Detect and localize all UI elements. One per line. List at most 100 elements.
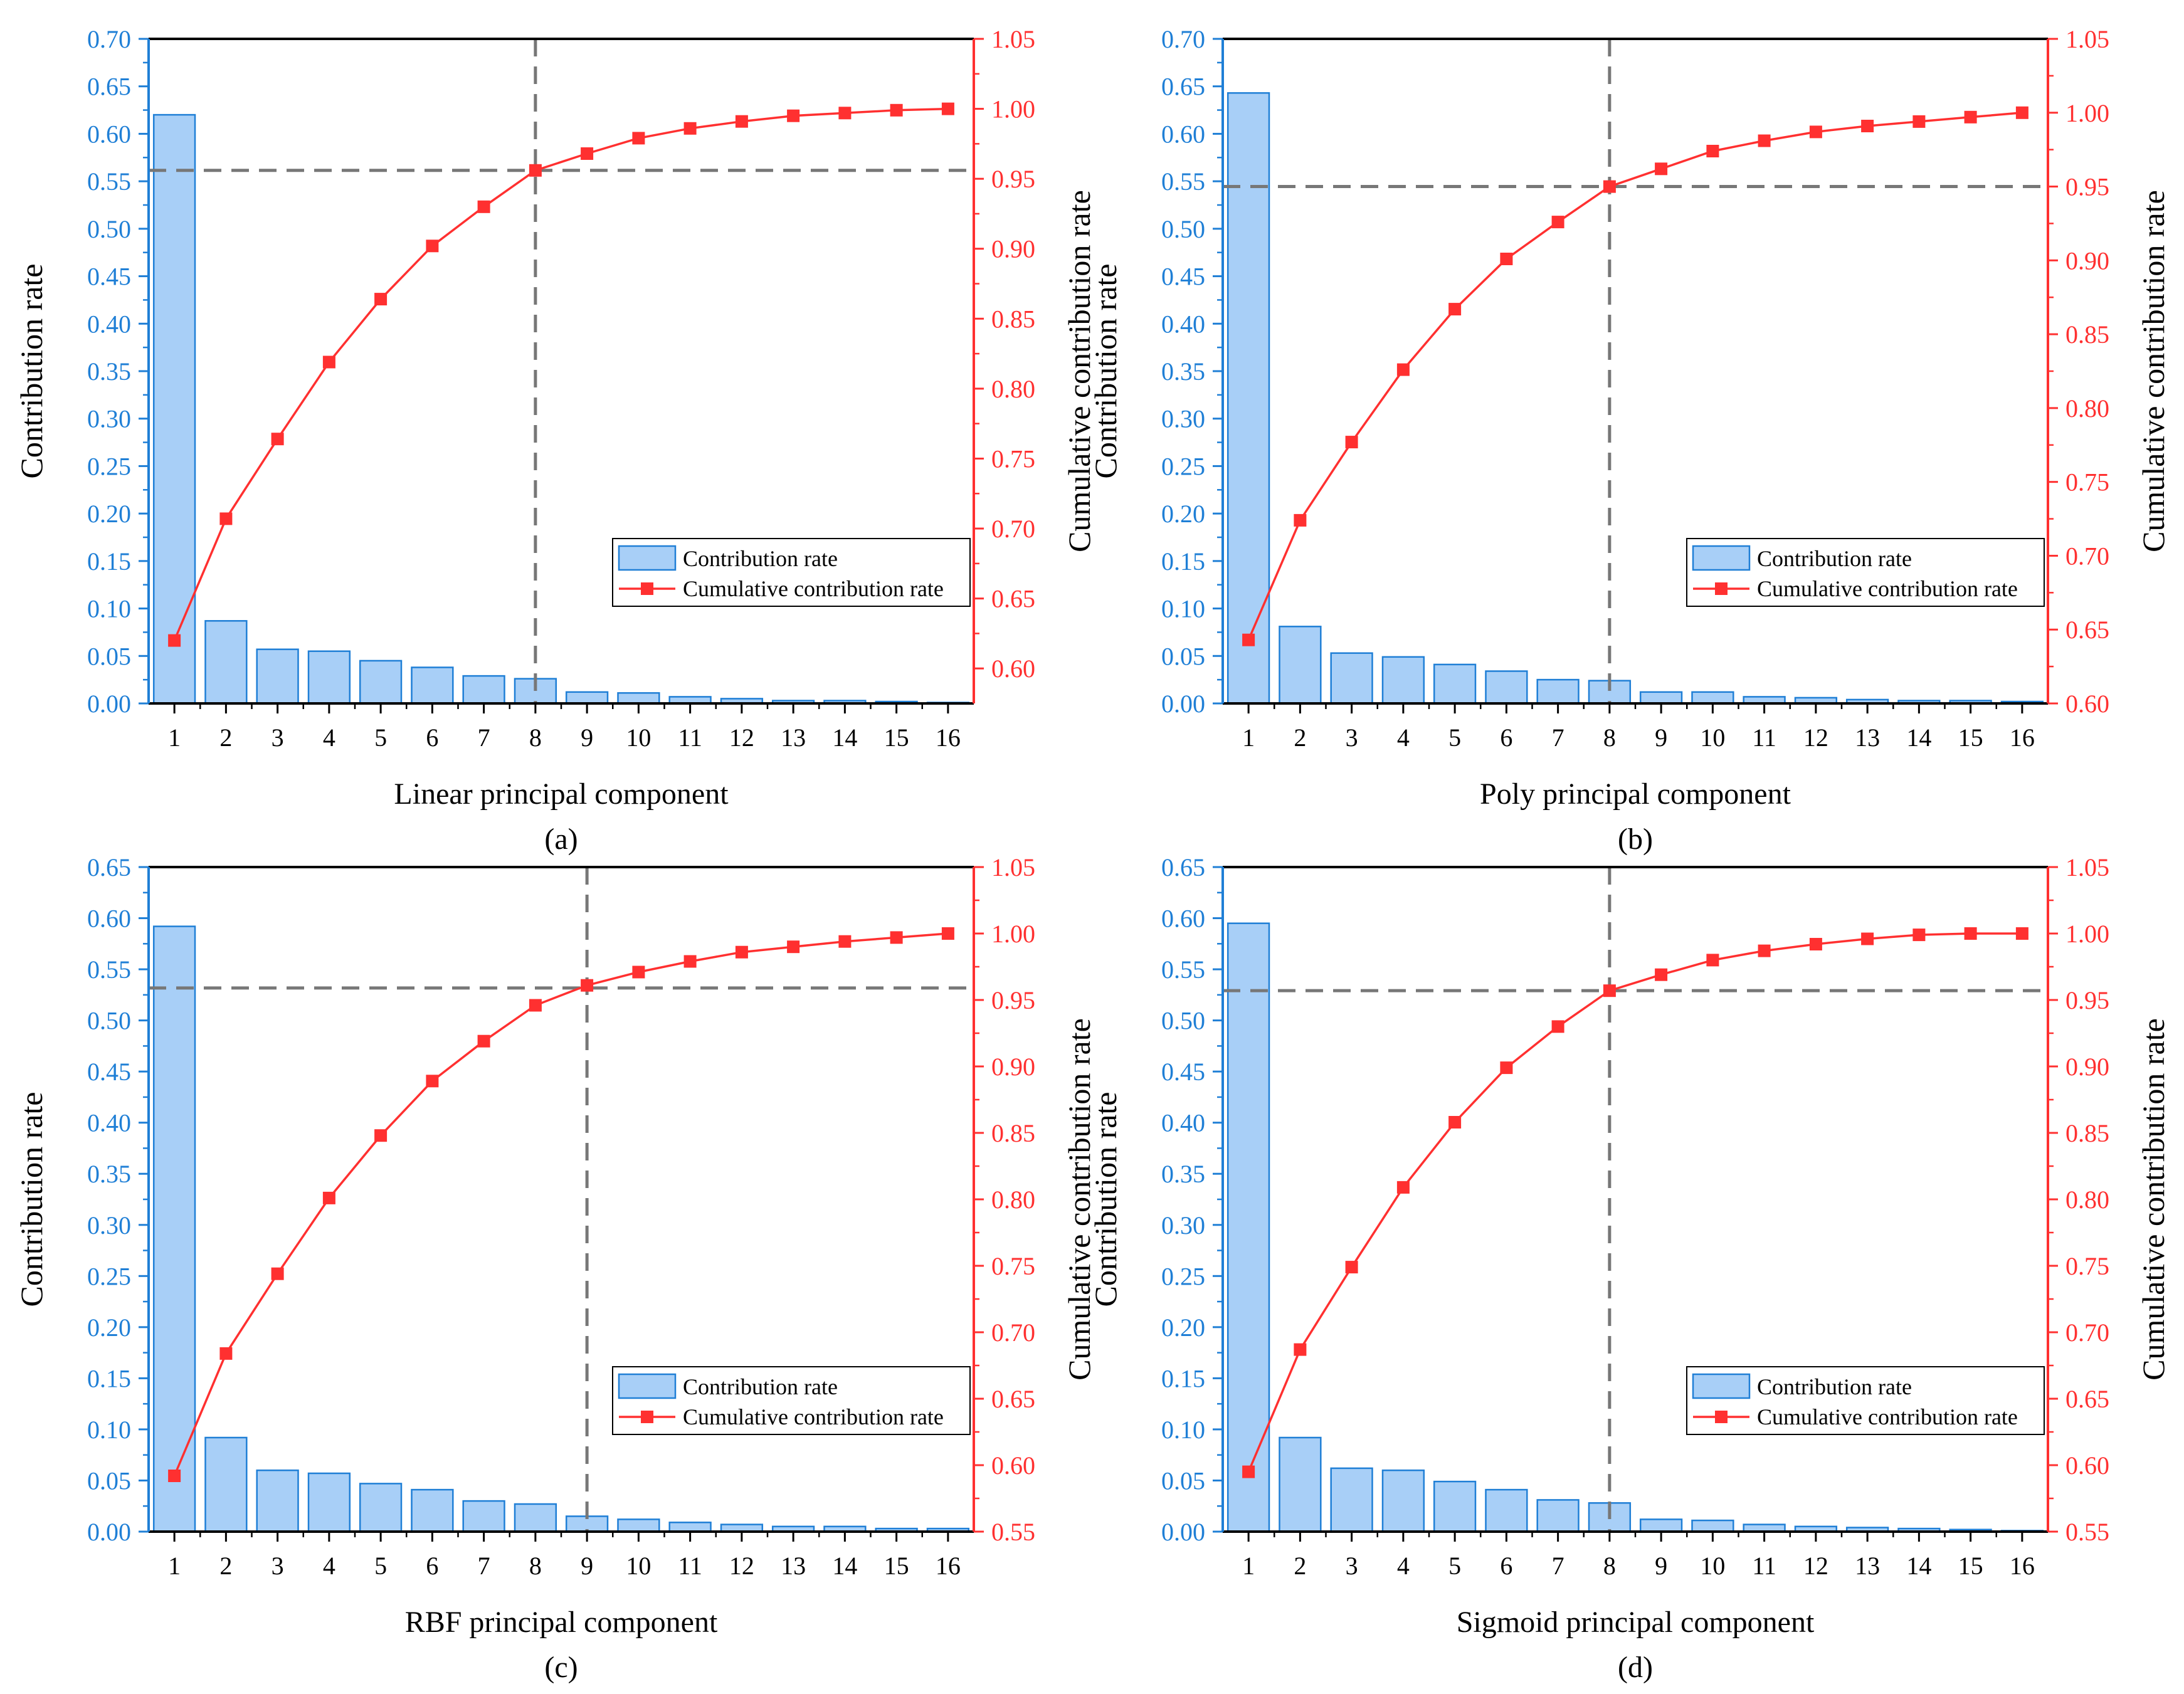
- right-y-tick-label: 0.85: [991, 305, 1035, 333]
- line-marker: [271, 1267, 284, 1280]
- line-marker: [1706, 145, 1719, 157]
- left-y-tick-label: 0.70: [1161, 25, 1205, 53]
- legend-label: Cumulative contribution rate: [1757, 576, 2018, 601]
- legend-label: Contribution rate: [1757, 1374, 1912, 1399]
- left-y-axis-title: Contribution rate: [14, 1092, 49, 1307]
- line-marker: [1242, 1465, 1255, 1478]
- line-marker: [1758, 944, 1771, 957]
- line-marker: [941, 102, 954, 115]
- x-tick-label: 6: [1500, 723, 1512, 752]
- line-marker: [1396, 1181, 1410, 1194]
- cumulative-line: [173, 932, 949, 1476]
- left-y-tick-label: 0.00: [87, 690, 131, 718]
- right-y-tick-label: 0.90: [991, 235, 1035, 263]
- right-y-tick-label: 0.65: [991, 1385, 1035, 1413]
- left-y-tick-label: 0.55: [1161, 167, 1205, 196]
- line-marker: [1861, 120, 1874, 132]
- x-tick-label: 16: [2010, 1552, 2035, 1580]
- line-marker: [735, 115, 748, 128]
- x-tick-label: 2: [219, 723, 232, 752]
- left-y-tick-label: 0.65: [1161, 73, 1205, 101]
- left-y-tick-label: 0.15: [87, 547, 131, 576]
- right-y-tick-label: 1.05: [2065, 25, 2109, 53]
- x-tick-label: 5: [374, 723, 387, 752]
- bar: [411, 1488, 454, 1533]
- right-y-tick-label: 1.00: [991, 920, 1035, 948]
- line-marker: [477, 1034, 490, 1048]
- left-y-tick-label: 0.15: [1161, 1364, 1205, 1392]
- right-y-tick-label: 1.00: [2065, 99, 2109, 127]
- right-y-tick-label: 0.80: [2065, 1186, 2109, 1214]
- left-y-tick-label: 0.00: [87, 1518, 131, 1546]
- x-tick-label: 2: [1294, 1552, 1306, 1580]
- line-marker: [1500, 1061, 1513, 1075]
- left-y-tick-label: 0.60: [87, 905, 131, 933]
- bar: [1330, 1467, 1373, 1533]
- right-y-tick-label: 0.80: [991, 1186, 1035, 1214]
- line-marker: [787, 940, 800, 954]
- right-y-tick-label: 0.65: [991, 585, 1035, 613]
- x-tick-label: 3: [1346, 723, 1358, 752]
- right-y-tick-label: 0.90: [2065, 1053, 2109, 1081]
- legend: Contribution rate Cumulative contribution…: [1686, 538, 2045, 607]
- left-y-tick-label: 0.35: [87, 1160, 131, 1188]
- right-y-tick-label: 0.95: [2065, 173, 2109, 201]
- cumulative-line: [1247, 112, 2023, 641]
- x-axis-title: RBF principal component: [405, 1606, 718, 1639]
- x-tick-label: 9: [1655, 1552, 1667, 1580]
- left-y-tick-label: 0.25: [1161, 1262, 1205, 1290]
- x-tick-label: 8: [529, 1552, 542, 1580]
- x-tick-label: 2: [1294, 723, 1306, 752]
- left-y-tick-label: 0.45: [1161, 1058, 1205, 1086]
- left-y-tick-label: 0.35: [1161, 1160, 1205, 1188]
- x-tick-label: 2: [219, 1552, 232, 1580]
- left-y-tick-label: 0.65: [87, 853, 131, 881]
- line-marker: [1809, 938, 1822, 950]
- line-marker: [1758, 134, 1771, 147]
- left-y-tick-label: 0.60: [1161, 905, 1205, 933]
- line-marker: [941, 927, 954, 940]
- left-y-tick-label: 0.70: [87, 25, 131, 53]
- left-y-tick-label: 0.60: [87, 120, 131, 148]
- bar: [617, 692, 660, 705]
- right-y-tick-label: 0.65: [2065, 1385, 2109, 1413]
- right-y-tick-label: 0.55: [991, 1518, 1035, 1546]
- x-tick-label: 13: [1855, 1552, 1880, 1580]
- left-y-tick-label: 0.40: [1161, 310, 1205, 338]
- cumulative-line: [1247, 932, 2022, 1473]
- x-tick-label: 8: [1603, 723, 1616, 752]
- bar: [1279, 626, 1322, 705]
- x-tick-label: 5: [374, 1552, 387, 1580]
- x-axis-title: Sigmoid principal component: [1457, 1606, 1815, 1639]
- right-y-tick-label: 0.75: [991, 1252, 1035, 1280]
- left-y-tick-label: 0.55: [1161, 955, 1205, 984]
- bar: [204, 620, 248, 705]
- line-marker: [1396, 363, 1410, 376]
- bar: [1330, 652, 1373, 705]
- line-marker: [683, 122, 697, 135]
- line-marker: [1345, 1261, 1358, 1274]
- line-marker: [2015, 106, 2028, 119]
- x-tick-label: 9: [1655, 723, 1667, 752]
- left-y-tick-label: 0.45: [1161, 263, 1205, 291]
- left-y-tick-label: 0.30: [1161, 405, 1205, 433]
- x-tick-label: 10: [626, 1552, 651, 1580]
- legend-bar-swatch: [618, 545, 677, 571]
- x-tick-label: 7: [478, 723, 490, 752]
- x-tick-label: 7: [478, 1552, 490, 1580]
- x-tick-label: 1: [168, 1552, 181, 1580]
- right-y-tick-label: 0.90: [991, 1053, 1035, 1081]
- right-y-tick-label: 1.05: [991, 853, 1035, 881]
- line-marker: [1242, 633, 1255, 646]
- bar: [152, 113, 196, 705]
- x-tick-label: 7: [1552, 1552, 1564, 1580]
- x-tick-label: 15: [884, 1552, 909, 1580]
- line-marker: [1500, 253, 1513, 265]
- legend-marker-swatch: [641, 582, 653, 595]
- line-marker: [2015, 927, 2028, 940]
- legend: Contribution rate Cumulative contribution…: [612, 538, 971, 607]
- right-y-tick-label: 0.80: [991, 375, 1035, 403]
- left-y-tick-label: 0.15: [1161, 547, 1205, 576]
- legend-label: Contribution rate: [683, 1374, 838, 1399]
- bar: [1227, 922, 1270, 1533]
